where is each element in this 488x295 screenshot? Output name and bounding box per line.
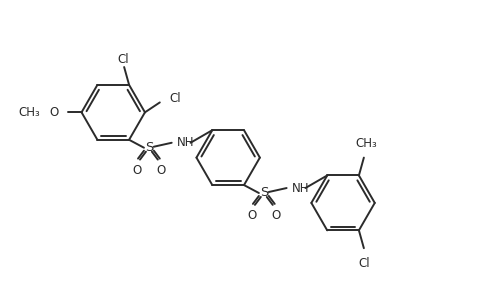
Text: CH₃: CH₃ [18,106,40,119]
Text: O: O [49,106,59,119]
Text: O: O [247,209,256,222]
Text: Cl: Cl [357,257,369,270]
Text: O: O [270,209,280,222]
Text: S: S [144,141,153,154]
Text: NH: NH [291,181,308,194]
Text: S: S [259,186,267,199]
Text: CH₃: CH₃ [354,137,376,150]
Text: Cl: Cl [169,92,181,105]
Text: Cl: Cl [117,53,129,65]
Text: O: O [132,164,142,177]
Text: O: O [156,164,165,177]
Text: NH: NH [176,136,194,149]
